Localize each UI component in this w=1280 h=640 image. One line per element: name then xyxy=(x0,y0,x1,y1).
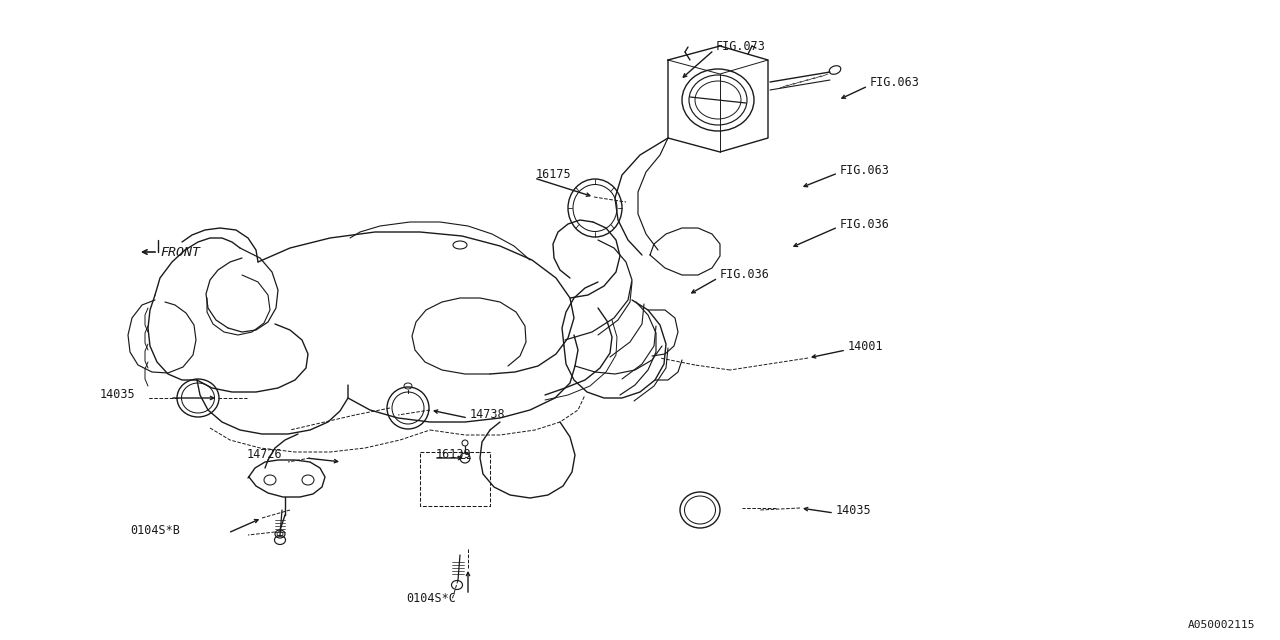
Text: FRONT: FRONT xyxy=(160,246,200,259)
Text: 16175: 16175 xyxy=(536,168,572,182)
Text: FIG.036: FIG.036 xyxy=(719,269,769,282)
Text: 16139: 16139 xyxy=(436,449,471,461)
Text: 0104S*C: 0104S*C xyxy=(406,591,456,605)
Text: 14726: 14726 xyxy=(247,449,283,461)
Text: 14035: 14035 xyxy=(100,388,136,401)
Text: 14035: 14035 xyxy=(836,504,872,516)
Text: FIG.063: FIG.063 xyxy=(870,77,920,90)
Text: 0104S*B: 0104S*B xyxy=(131,524,180,536)
Text: 14738: 14738 xyxy=(470,408,506,422)
Text: FIG.063: FIG.063 xyxy=(840,163,890,177)
Text: FIG.036: FIG.036 xyxy=(840,218,890,230)
Text: A050002115: A050002115 xyxy=(1188,620,1254,630)
Text: 14001: 14001 xyxy=(849,340,883,353)
Text: FIG.073: FIG.073 xyxy=(716,40,765,54)
